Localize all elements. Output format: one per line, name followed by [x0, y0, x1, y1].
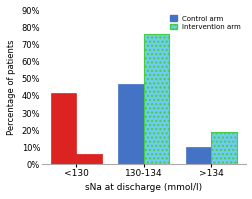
X-axis label: sNa at discharge (mmol/l): sNa at discharge (mmol/l) — [85, 183, 202, 192]
Y-axis label: Percentage of patients: Percentage of patients — [7, 40, 16, 135]
Bar — [143, 34, 169, 164]
Bar — [76, 154, 102, 164]
Legend: Control arm, Intervention arm: Control arm, Intervention arm — [168, 14, 242, 31]
Bar — [185, 147, 210, 164]
Bar — [51, 93, 76, 164]
Bar — [118, 84, 143, 164]
Bar — [210, 132, 236, 164]
